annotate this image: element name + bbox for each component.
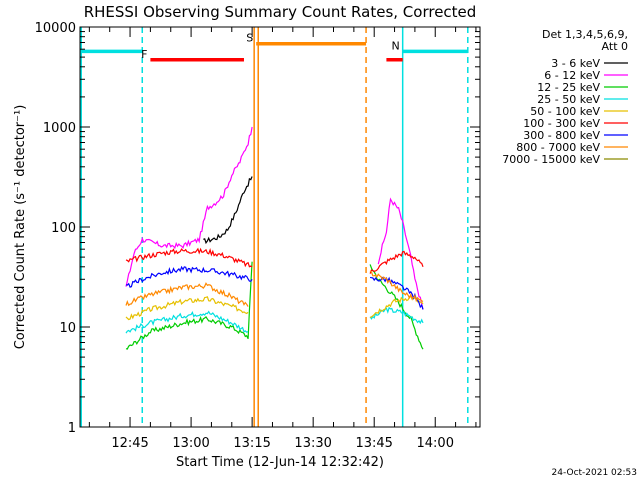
footer-timestamp: 24-Oct-2021 02:53 <box>552 468 637 478</box>
y-tick-label: 1 <box>68 421 76 436</box>
chart-title: RHESSI Observing Summary Count Rates, Co… <box>84 3 477 21</box>
series-line-4 <box>125 296 249 321</box>
plot-frame <box>79 26 481 428</box>
series-line-3 <box>125 310 249 334</box>
legend-entry-label: 6 - 12 keV <box>544 69 600 82</box>
axis-layer: 1 10 100 1000 10000 12:45 13:00 13:15 13:30 13:45… <box>35 21 480 451</box>
x-tick-label: 13:45 <box>355 436 392 451</box>
legend-entry-label: 50 - 100 keV <box>530 105 600 118</box>
legend-entry-label: 25 - 50 keV <box>537 93 600 106</box>
series-line-6 <box>369 276 424 310</box>
y-tick-label: 100 <box>51 221 76 236</box>
series-line-6 <box>125 265 253 288</box>
legend-entry-label: 100 - 300 keV <box>523 117 600 130</box>
x-tick-label: 14:00 <box>417 436 454 451</box>
series-line-5 <box>125 247 253 268</box>
legend-entry-label: 12 - 25 keV <box>537 81 600 94</box>
legend-entry-label: 800 - 7000 keV <box>516 141 600 154</box>
flare-bar-label: F <box>141 48 147 61</box>
series-line-7 <box>369 270 424 303</box>
series-layer <box>125 126 424 350</box>
legend-entry-label: 3 - 6 keV <box>551 57 600 70</box>
series-line-1 <box>377 197 424 310</box>
y-tick-label: 1000 <box>43 121 76 136</box>
x-tick-label: 13:30 <box>294 436 331 451</box>
y-axis-label: Corrected Count Rate (s⁻¹ detector⁻¹) <box>13 105 28 350</box>
x-tick-label: 13:15 <box>233 436 270 451</box>
y-tick-label: 10 <box>59 321 76 336</box>
legend-entry-label: 300 - 800 keV <box>523 129 600 142</box>
annotation-layer: N S F <box>80 27 469 427</box>
series-line-0 <box>203 176 253 245</box>
y-tick-label: 10000 <box>35 21 76 36</box>
series-line-5 <box>369 250 424 274</box>
legend-header-line: Att 0 <box>602 40 628 53</box>
legend-header-line: Det 1,3,4,5,6,9, <box>542 28 628 41</box>
saa-bar-label: S <box>246 32 253 45</box>
series-line-2 <box>369 264 424 350</box>
x-tick-label: 12:45 <box>111 436 148 451</box>
series-line-7 <box>125 282 249 307</box>
series-line-2 <box>125 261 253 350</box>
x-tick-label: 13:00 <box>172 436 209 451</box>
series-line-3 <box>369 306 424 325</box>
series-line-1 <box>125 126 253 287</box>
x-axis-label: Start Time (12-Jun-14 12:32:42) <box>176 455 384 470</box>
legend-entry-label: 7000 - 15000 keV <box>502 153 600 166</box>
night-bar-label: N <box>391 39 399 52</box>
